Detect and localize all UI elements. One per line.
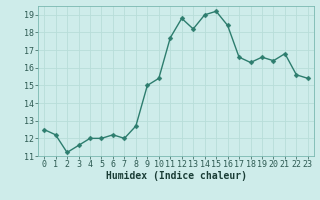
X-axis label: Humidex (Indice chaleur): Humidex (Indice chaleur) [106,171,246,181]
